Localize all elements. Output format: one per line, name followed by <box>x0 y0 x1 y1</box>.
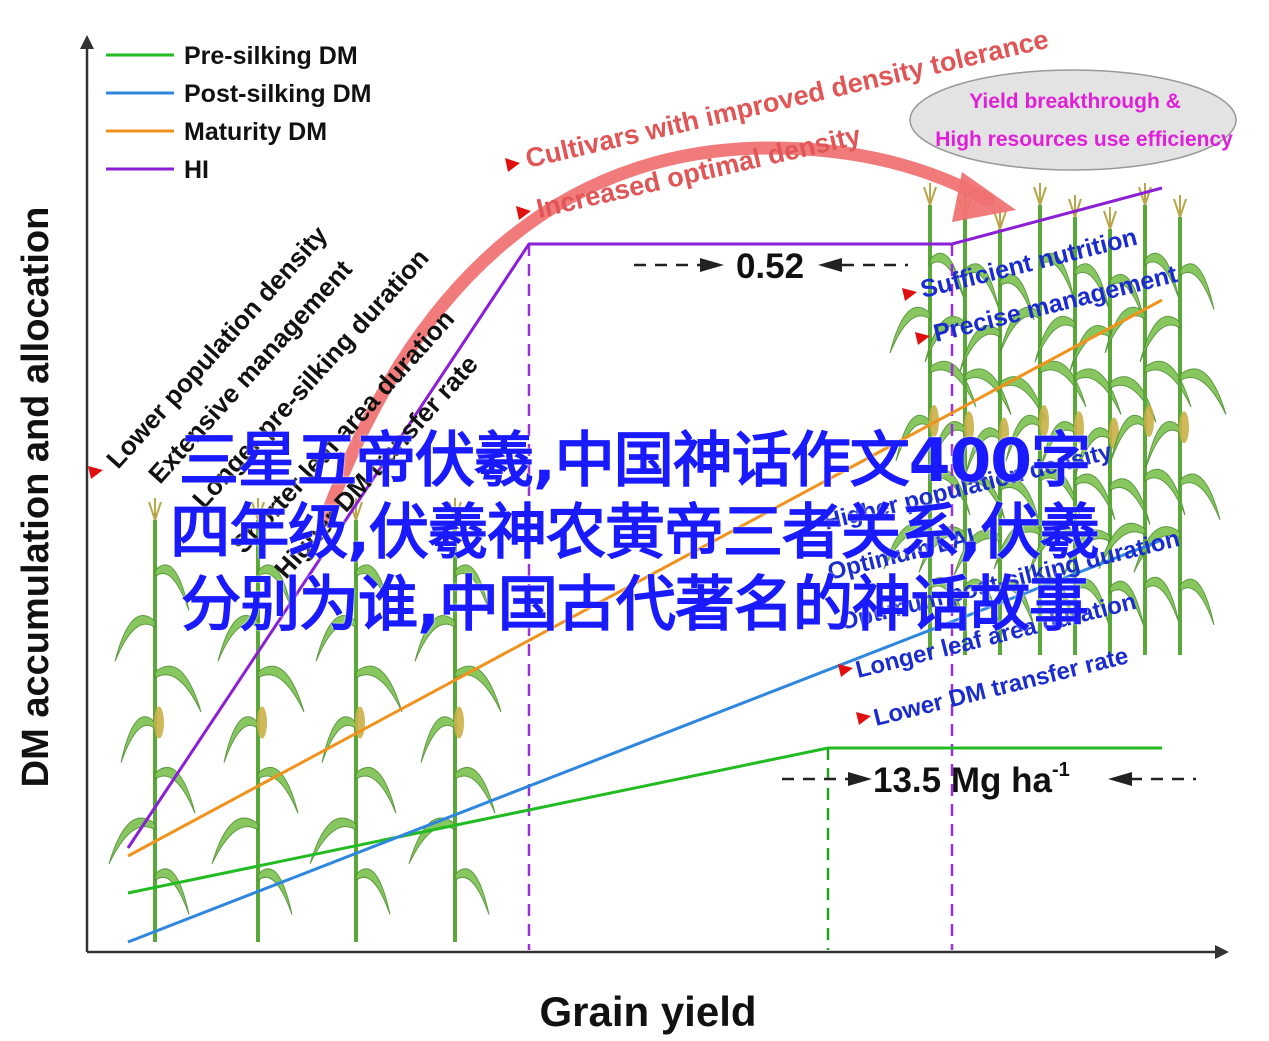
pre-silking-dm-line <box>127 746 1162 895</box>
hi-value-annotation: 0.52 <box>634 247 908 286</box>
yield-breakthrough-ellipse <box>909 69 1237 171</box>
maize-plants-right <box>883 183 1227 655</box>
legend-label-hi: HI <box>184 156 209 184</box>
bullet-arrow-icon <box>88 466 103 479</box>
maize-plant-icon <box>309 498 403 942</box>
left-factor-label: Lower population density <box>100 220 333 474</box>
ellipse-label-line-1: Yield breakthrough & <box>969 90 1181 113</box>
maize-plant-icon <box>108 498 202 942</box>
maize-plant-icon <box>1063 207 1157 655</box>
legend-label-post-silking: Post-silking DM <box>184 80 372 108</box>
y-axis-title: DM accumulation and allocation <box>15 207 57 788</box>
legend-label-maturity: Maturity DM <box>184 118 327 146</box>
x-axis-title: Grain yield <box>539 988 756 1035</box>
bullet-arrow-icon <box>915 332 930 345</box>
bullet-arrow-icon <box>838 664 853 677</box>
maize-plant-icon <box>953 207 1047 655</box>
maize-plant-icon <box>918 195 1012 655</box>
maize-plant-icon <box>408 498 502 942</box>
bullet-arrow-icon <box>856 712 871 725</box>
legend: Pre-silking DM Post-silking DM Maturity … <box>106 42 372 184</box>
improvement-arrow-head <box>952 172 1016 222</box>
right-factor-label: Higher population density <box>821 438 1115 536</box>
legend-label-pre-silking: Pre-silking DM <box>184 42 358 70</box>
maize-plant-icon <box>1028 195 1122 655</box>
bullet-arrow-icon <box>902 288 917 301</box>
improvement-arrow <box>318 141 995 527</box>
bullet-arrow-icon <box>505 158 520 172</box>
hi-value-label: 0.52 <box>736 247 804 286</box>
hi-line <box>126 186 1163 849</box>
maturity-dm-line <box>127 298 1163 858</box>
left-factor-group: Lower population density Extensive manag… <box>100 220 484 584</box>
maize-plants-left <box>108 498 502 942</box>
yield-annotation: 13.5 Mg ha-1 <box>782 759 1196 800</box>
maize-plant-icon <box>1133 195 1227 655</box>
yield-value-label: 13.5 Mg ha-1 <box>873 759 1070 800</box>
bullet-arrow-icon <box>516 206 531 220</box>
maize-plant-icon <box>993 183 1087 655</box>
ellipse-label-line-2: High resources use efficiency <box>935 128 1233 151</box>
post-silking-dm-line <box>127 538 1163 944</box>
